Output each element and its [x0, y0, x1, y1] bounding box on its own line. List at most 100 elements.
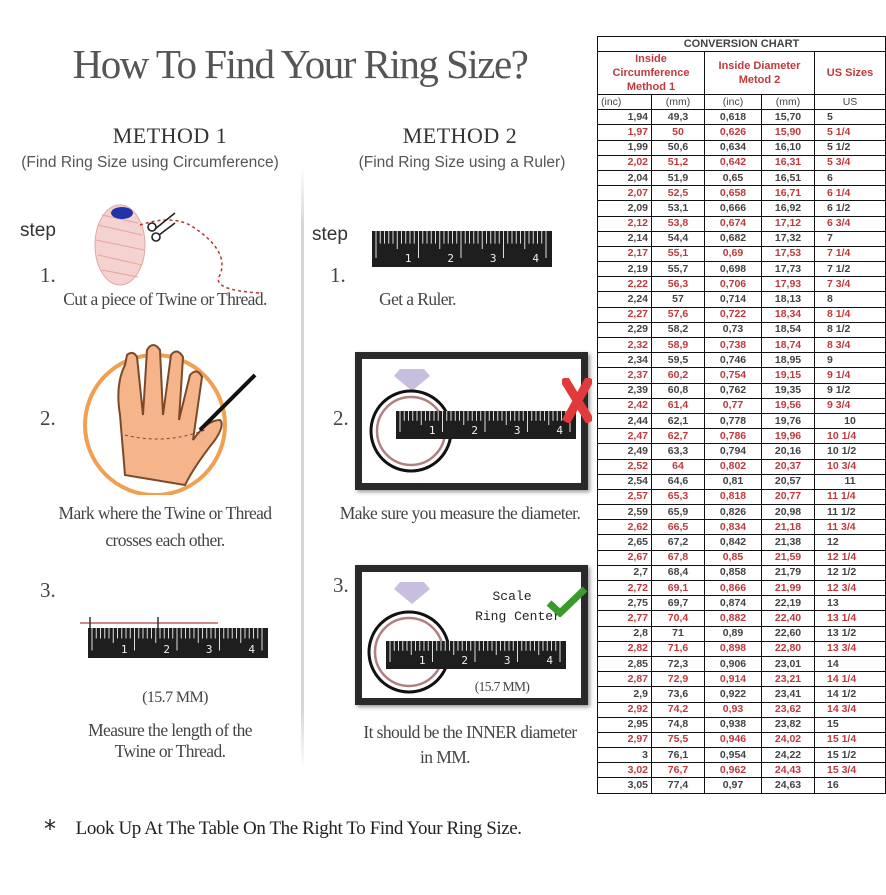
table-cell: 62,1 — [651, 412, 705, 430]
table-cell: 6 3/4 — [814, 215, 886, 232]
table-cell: 0,69 — [704, 245, 762, 263]
table-cell: 0,898 — [704, 640, 762, 657]
table-cell: 2,27 — [597, 306, 652, 323]
table-cell: 24,43 — [761, 762, 815, 779]
table-cell: 23,62 — [761, 701, 815, 718]
ruler-label: 4 — [556, 424, 563, 437]
table-cell: 18,95 — [761, 352, 815, 369]
table-row: 2,02 51,2 0,642 16,31 5 3/4 — [597, 154, 886, 171]
table-row: 2,82 71,6 0,898 22,80 13 3/4 — [597, 640, 886, 657]
table-row: 2,17 55,1 0,69 17,53 7 1/4 — [597, 245, 886, 263]
table-row: 2,62 66,5 0,834 21,18 11 3/4 — [597, 519, 886, 536]
method1-step1-number: 1. — [40, 263, 56, 287]
table-row: 3,02 76,7 0,962 24,43 15 3/4 — [597, 762, 886, 779]
table-cell: 2,97 — [597, 731, 652, 749]
table-cell: 0,85 — [704, 549, 762, 566]
table-cell: 0,634 — [704, 139, 762, 156]
table-cell: 14 — [814, 655, 886, 673]
table-cell: 15 1/4 — [814, 731, 886, 749]
ruler-label: 1 — [419, 654, 426, 667]
method1-step3-caption-line1: Measure the length of the — [88, 720, 252, 740]
table-cell: 1,97 — [597, 124, 652, 141]
table-cell: 22,80 — [761, 640, 815, 657]
table-cell: 2,59 — [597, 504, 652, 521]
table-cell: 21,99 — [761, 579, 815, 597]
table-cell: 0,714 — [704, 291, 762, 308]
method2-step3-number: 3. — [333, 573, 349, 597]
table-cell: 18,34 — [761, 306, 815, 323]
table-cell: 0,922 — [704, 686, 762, 703]
table-row: 1,97 50 0,626 15,90 5 1/4 — [597, 124, 886, 141]
table-row: 2,32 58,9 0,738 18,74 8 3/4 — [597, 336, 886, 354]
table-cell: 0,73 — [704, 321, 762, 339]
table-cell: 2,12 — [597, 215, 652, 232]
table-cell: 2,52 — [597, 458, 652, 475]
method2-step2-number: 2. — [333, 406, 349, 430]
table-cell: 16 — [814, 777, 886, 794]
table-row: 2,67 67,8 0,85 21,59 12 1/4 — [597, 549, 886, 566]
unit-header: (inc) — [597, 93, 652, 111]
table-cell: 56,3 — [651, 276, 705, 293]
method2-step3-caption-line2: in MM. — [420, 747, 470, 767]
table-cell: 12 — [814, 534, 886, 551]
table-cell: 24,22 — [761, 747, 815, 764]
table-row: 2,42 61,4 0,77 19,56 9 3/4 — [597, 397, 886, 414]
table-row: 2,34 59,5 0,746 18,95 9 — [597, 352, 886, 369]
ruler-label: 2 — [461, 654, 468, 667]
table-cell: 16,92 — [761, 200, 815, 217]
footer-text: Look Up At The Table On The Right To Fin… — [75, 818, 522, 839]
table-cell: 55,1 — [651, 245, 705, 263]
method1-measure-value: (15.7 MM) — [142, 689, 208, 706]
table-cell: 17,93 — [761, 276, 815, 293]
table-cell: 2,8 — [597, 625, 652, 642]
table-cell: 2,22 — [597, 276, 652, 293]
table-cell: 13 1/4 — [814, 610, 886, 627]
table-cell: 2,34 — [597, 352, 652, 369]
table-cell: 51,2 — [651, 154, 705, 171]
method2-step2-caption: Make sure you measure the diameter. — [339, 503, 581, 523]
table-cell: 20,77 — [761, 488, 815, 506]
method-divider — [301, 165, 304, 770]
table-cell: 0,866 — [704, 579, 762, 597]
table-cell: 2,77 — [597, 610, 652, 627]
table-cell: 2,67 — [597, 549, 652, 566]
table-cell: 0,778 — [704, 412, 762, 430]
table-cell: 58,9 — [651, 336, 705, 354]
table-cell: 22,40 — [761, 610, 815, 627]
table-row: 1,99 50,6 0,634 16,10 5 1/2 — [597, 139, 886, 156]
table-cell: 24,02 — [761, 731, 815, 749]
table-cell: 7 — [814, 230, 886, 247]
table-cell: 0,89 — [704, 625, 762, 642]
table-cell: 52,5 — [651, 185, 705, 202]
table-row: 2,47 62,7 0,786 19,96 10 1/4 — [597, 428, 886, 445]
method2-step1-number: 1. — [330, 263, 346, 287]
table-cell: 0,826 — [704, 504, 762, 521]
table-cell: 2,07 — [597, 185, 652, 202]
check-mark-icon — [546, 586, 588, 617]
table-cell: 12 1/4 — [814, 549, 886, 566]
method2-measure-value: (15.7 MM) — [474, 679, 530, 694]
table-row: 2,54 64,6 0,81 20,57 11 — [597, 473, 886, 490]
table-cell: 0,682 — [704, 230, 762, 247]
table-cell: 22,19 — [761, 595, 815, 612]
table-cell: 7 1/4 — [814, 245, 886, 263]
table-cell: 24,63 — [761, 777, 815, 794]
table-row: 2,29 58,2 0,73 18,54 8 1/2 — [597, 321, 886, 339]
table-cell: 71 — [651, 625, 705, 642]
table-row: 2,07 52,5 0,658 16,71 6 1/4 — [597, 185, 886, 202]
table-cell: 50 — [651, 124, 705, 141]
ruler-label: 2 — [163, 643, 170, 656]
table-row: 2,9 73,6 0,922 23,41 14 1/2 — [597, 686, 886, 703]
method1-step2-caption-line2: crosses each other. — [105, 530, 225, 550]
table-cell: 0,618 — [704, 109, 762, 126]
table-cell: 0,954 — [704, 747, 762, 764]
table-cell: 21,18 — [761, 519, 815, 536]
table-cell: 0,754 — [704, 367, 762, 384]
page-title: How To Find Your Ring Size? — [72, 41, 529, 87]
table-cell: 2,87 — [597, 671, 652, 688]
table-cell: 6 1/2 — [814, 200, 886, 217]
table-cell: 2,42 — [597, 397, 652, 414]
table-cell: 3,02 — [597, 762, 652, 779]
ruler-label: 2 — [471, 424, 478, 437]
table-cell: 13 1/2 — [814, 625, 886, 642]
